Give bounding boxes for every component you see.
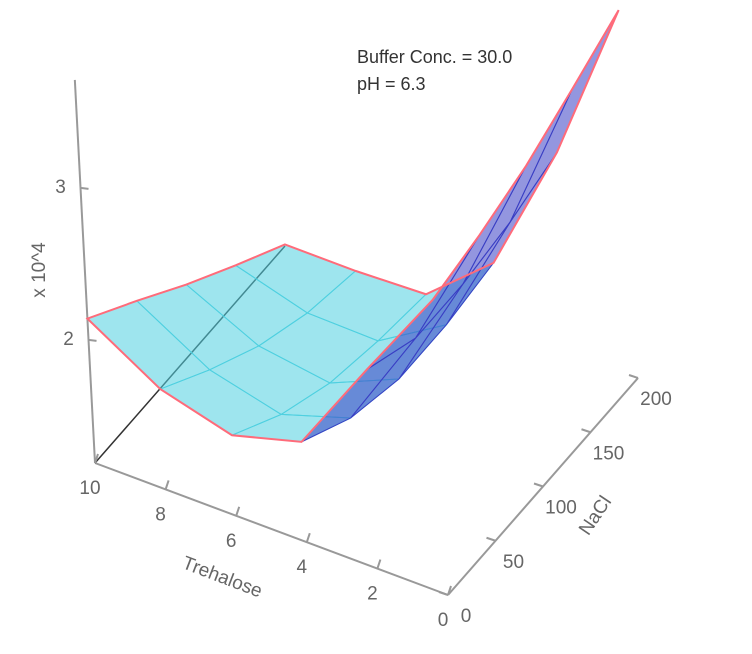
- x-tick: [235, 506, 241, 517]
- x-tick-label: 6: [226, 531, 237, 552]
- surface-edge: [85, 9, 620, 443]
- x-tick: [164, 480, 170, 490]
- z-tick-label: 2: [63, 329, 74, 350]
- y-tick-label: 50: [503, 552, 524, 573]
- z-tick-label: 3: [55, 177, 66, 198]
- y-tick: [533, 482, 544, 488]
- x-tick: [305, 532, 311, 543]
- x-tick-label: 0: [438, 610, 449, 631]
- x-tick-label: 8: [155, 504, 166, 525]
- y-tick-label: 200: [640, 389, 672, 410]
- z-axis: [73, 79, 96, 464]
- y-tick-label: 150: [593, 443, 625, 464]
- x-tick-label: 2: [367, 584, 378, 605]
- y-tick: [486, 536, 496, 542]
- y-tick-label: 0: [461, 606, 472, 627]
- x-axis-label: Trehalose: [179, 553, 265, 603]
- y-tick: [628, 374, 639, 379]
- surface-patch: [462, 88, 573, 285]
- z-axis-label: x 10^4: [29, 242, 50, 298]
- x-axis: [94, 462, 449, 596]
- surface-patch: [509, 9, 620, 223]
- x-tick: [376, 559, 382, 569]
- y-tick: [581, 428, 591, 434]
- z-tick: [80, 186, 89, 190]
- x-tick: [447, 585, 452, 596]
- annotation: Buffer Conc. = 30.0: [357, 47, 512, 67]
- y-tick: [438, 591, 449, 596]
- x-tick: [94, 453, 99, 464]
- x-tick-label: 10: [79, 478, 100, 499]
- y-axis-label: NaCl: [575, 492, 616, 539]
- y-tick-label: 100: [545, 498, 577, 519]
- annotation: pH = 6.3: [357, 74, 426, 94]
- x-tick-label: 4: [297, 557, 308, 578]
- z-tick: [88, 338, 97, 342]
